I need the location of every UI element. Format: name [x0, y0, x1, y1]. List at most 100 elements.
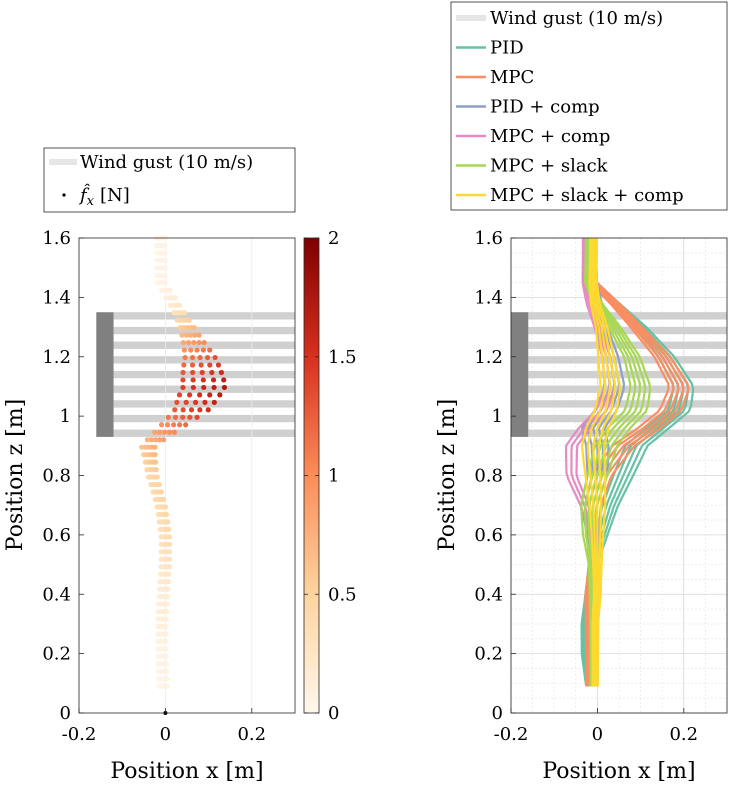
force-sample-point	[164, 601, 170, 607]
force-sample-point	[185, 339, 192, 346]
force-sample-point	[164, 608, 170, 615]
force-scatter-plot: 00.20.40.60.811.21.41.6 -0.2 0 0.2 Positio…	[3, 147, 357, 784]
force-sample-point	[163, 661, 170, 667]
force-sample-point	[152, 444, 158, 450]
trajectory-line-mpc-slack-comp	[594, 237, 621, 687]
force-sample-point	[164, 676, 170, 682]
force-sample-point	[199, 369, 205, 376]
legend-label: MPC + comp	[490, 126, 610, 147]
gust-stripe	[113, 429, 295, 437]
gust-source	[96, 312, 114, 437]
force-sample-point	[166, 571, 172, 577]
legend-label: MPC	[490, 67, 534, 88]
y-tick-label: 0.6	[474, 525, 503, 546]
force-sample-point	[162, 250, 168, 256]
force-sample-point	[188, 407, 195, 413]
force-sample-point	[162, 265, 168, 271]
legend: Wind gust (10 m/s) PID MPC PID + comp MPC + …	[450, 1, 728, 211]
force-sample-point	[189, 362, 196, 368]
force-sample-point	[201, 384, 207, 391]
force-sample-point	[165, 579, 171, 585]
legend-force-unit: [N]	[100, 185, 130, 206]
force-sample-point	[190, 384, 196, 391]
force-sample-point	[181, 310, 187, 316]
force-sample-point	[215, 362, 222, 368]
legend-label: MPC + slack + comp	[490, 185, 684, 206]
trajectory-line-mpc-slack-comp	[586, 237, 607, 687]
gust-stripe	[113, 312, 295, 320]
force-sample-point	[158, 489, 165, 495]
force-sample-point	[182, 354, 188, 361]
force-sample-point	[218, 369, 225, 376]
force-sample-point	[152, 437, 159, 443]
force-sample-point	[144, 437, 150, 443]
force-sample-point	[192, 332, 198, 338]
force-sample-point	[161, 429, 168, 435]
y-axis-label: Position z [m]	[3, 399, 28, 551]
x-axis-ticks: -0.2 0 0.2	[62, 708, 266, 745]
force-sample-point	[177, 422, 183, 428]
force-sample-point	[204, 354, 211, 361]
x-axis-label: Position x [m]	[542, 759, 695, 784]
force-sample-point	[191, 325, 197, 331]
force-sample-point	[152, 452, 158, 458]
gust-stripe	[113, 326, 295, 335]
force-sample-point	[163, 653, 169, 659]
colorbar-tick-label: 1	[328, 466, 339, 487]
force-sample-point	[174, 399, 180, 405]
force-sample-point	[165, 519, 171, 525]
force-sample-point	[167, 287, 173, 293]
force-sample-point	[163, 631, 169, 637]
force-sample-point	[176, 392, 183, 398]
force-sample-point	[172, 407, 178, 413]
x-axis-label: Position x [m]	[110, 759, 263, 784]
force-sample-point	[162, 257, 168, 264]
force-sample-point	[163, 623, 169, 630]
force-sample-point	[209, 369, 215, 376]
trajectory-line-mpc-slack-comp	[591, 238, 612, 687]
force-sample-point	[202, 399, 208, 405]
gust-stripe	[113, 414, 295, 423]
y-tick-label: 0.8	[42, 466, 71, 487]
force-sample-point	[171, 422, 177, 428]
y-tick-label: 1.2	[474, 347, 503, 368]
force-sample-point	[196, 332, 202, 338]
force-sample-point	[194, 414, 200, 420]
y-tick-label: 1.4	[474, 287, 503, 308]
force-sample-point	[221, 377, 227, 383]
force-sample-point	[154, 474, 160, 480]
force-sample-point	[161, 437, 167, 443]
colorbar: 0 0.5 1 1.5 2	[303, 228, 357, 724]
force-sample-point	[181, 347, 187, 353]
y-axis-label: Position z [m]	[435, 399, 460, 551]
force-sample-point	[211, 384, 217, 391]
force-sample-point	[181, 362, 187, 368]
force-sample-point	[163, 638, 169, 645]
force-sample-point	[189, 354, 196, 361]
force-sample-point	[166, 429, 173, 435]
force-sample-point	[198, 362, 204, 368]
force-sample-point	[166, 541, 173, 547]
x-tick-label: 0	[592, 724, 603, 745]
force-sample-point	[163, 511, 170, 518]
force-sample-point	[164, 668, 170, 674]
force-samples	[138, 235, 228, 715]
y-tick-label: 1.6	[42, 228, 71, 249]
force-sample-point	[212, 354, 218, 361]
force-sample-point	[166, 526, 172, 532]
force-sample-point	[156, 481, 162, 488]
force-sample-point	[164, 422, 171, 428]
x-axis-ticks: -0.2 0 0.2	[494, 708, 698, 745]
y-tick-label: 0.4	[42, 584, 71, 605]
force-sample-point	[162, 242, 168, 249]
force-sample-point	[187, 414, 193, 420]
force-sample-point	[217, 392, 223, 398]
legend-box	[43, 147, 296, 213]
colorbar-tick-label: 1.5	[328, 347, 357, 368]
x-tick-label: 0.2	[669, 724, 698, 745]
gust-source	[511, 312, 529, 437]
force-sample-point	[197, 407, 203, 413]
legend-box	[450, 1, 728, 211]
force-sample-point	[157, 429, 163, 435]
